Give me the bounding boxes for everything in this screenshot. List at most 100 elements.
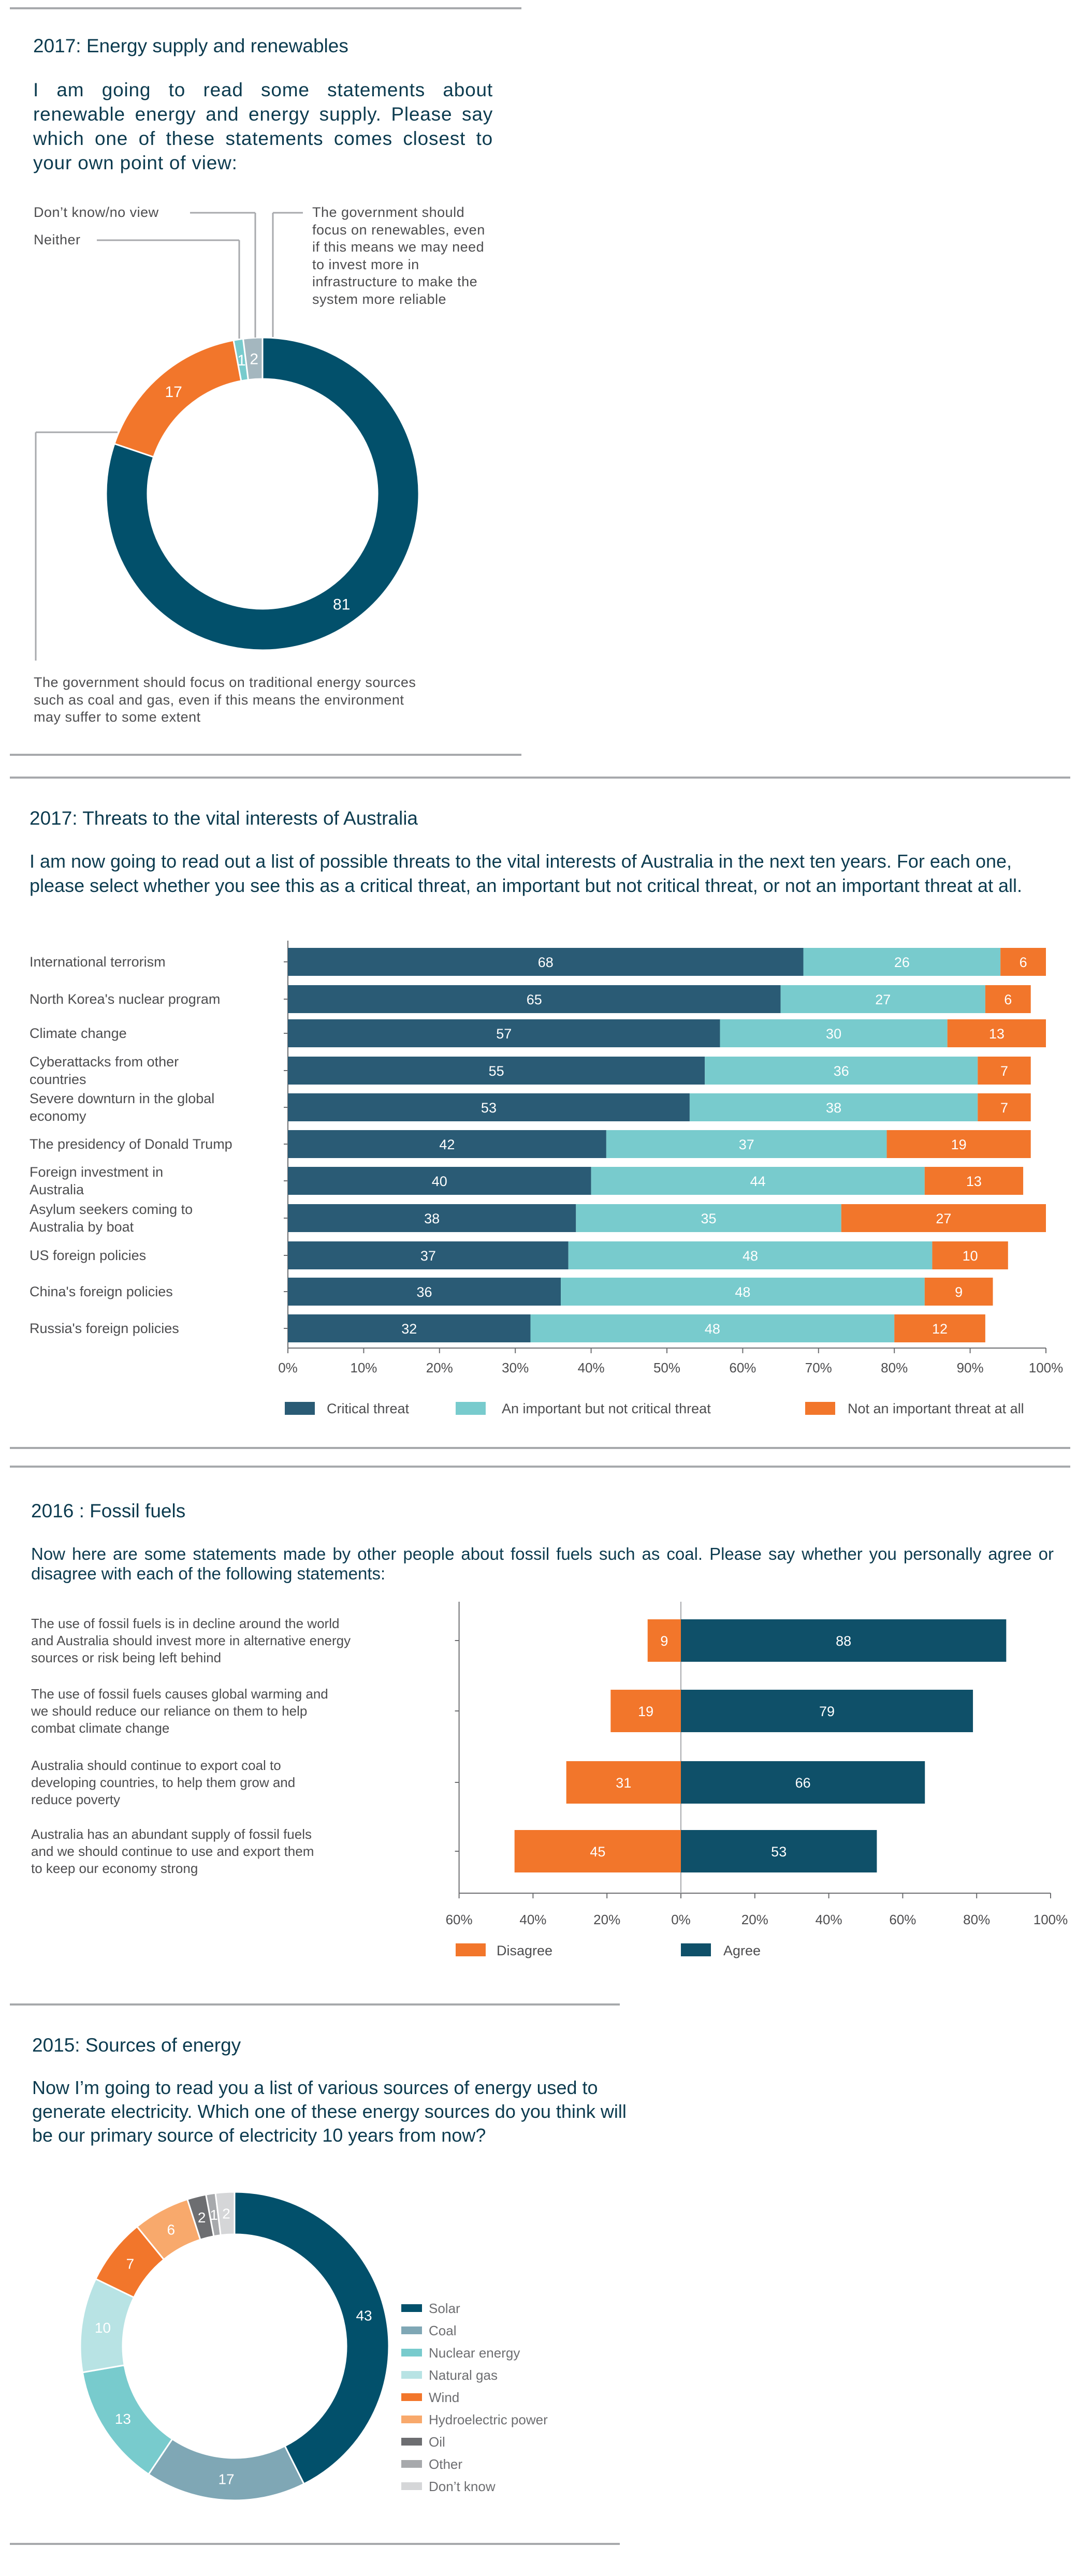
legend-label: Wind <box>429 2390 459 2405</box>
slice-value-label: 7 <box>126 2256 135 2272</box>
bar-value-label: 38 <box>826 1100 841 1116</box>
bar-segment <box>803 948 1001 976</box>
legend-label: Coal <box>429 2323 456 2338</box>
bar-segment <box>705 1057 978 1085</box>
bar-value-label: 7 <box>1000 1100 1008 1116</box>
category-label: The use of fossil fuels is in decline ar… <box>31 1616 351 1665</box>
bar-segment <box>288 1278 561 1306</box>
bar-value-label: 13 <box>989 1026 1005 1042</box>
bar-disagree <box>514 1830 681 1872</box>
category-label: Asylum seekers coming to Australia by boa… <box>30 1202 193 1235</box>
label-renewables: The government should focus on renewable… <box>312 204 485 307</box>
bar-segment <box>606 1130 887 1158</box>
bar-segment <box>288 1093 690 1121</box>
fossil-title: 2016 : Fossil fuels <box>31 1500 186 1521</box>
bar-value-label: 37 <box>739 1137 754 1152</box>
bar-value-label: 9 <box>660 1633 668 1649</box>
bar-segment <box>978 1093 1031 1121</box>
slice-value-label: 2 <box>198 2209 206 2226</box>
bar-value-label: 6 <box>1004 992 1012 1007</box>
bar-value-label: 48 <box>735 1284 750 1300</box>
bar-agree <box>681 1830 877 1872</box>
x-tick-label: 30% <box>502 1360 529 1375</box>
bar-segment <box>689 1093 978 1121</box>
bar-value-label: 45 <box>590 1844 605 1860</box>
legend-swatch <box>401 2371 422 2379</box>
legend-label: Don’t know <box>429 2479 496 2494</box>
bar-segment <box>985 985 1031 1013</box>
x-tick-label: 60% <box>446 1912 473 1927</box>
legend-label: An important but not critical threat <box>502 1401 711 1416</box>
bar-value-label: 48 <box>705 1321 720 1337</box>
bar-segment <box>561 1278 925 1306</box>
bar-value-label: 57 <box>496 1026 512 1042</box>
category-label: The presidency of Donald Trump <box>30 1136 232 1152</box>
category-label: Foreign investment in Australia <box>30 1164 163 1197</box>
bar-value-label: 48 <box>743 1248 758 1264</box>
legend-label: Other <box>429 2456 462 2472</box>
bar-value-label: 37 <box>420 1248 436 1264</box>
bar-value-label: 27 <box>875 992 891 1007</box>
bar-value-label: 26 <box>894 955 910 970</box>
bar-value-label: 79 <box>819 1704 835 1719</box>
bar-value-label: 32 <box>401 1321 417 1337</box>
donut-slice <box>242 336 264 381</box>
bar-segment <box>288 1314 531 1342</box>
legend-swatch <box>401 2326 422 2334</box>
category-label: Climate change <box>30 1026 127 1041</box>
bar-value-label: 36 <box>834 1063 849 1079</box>
donut-slice <box>147 2438 305 2501</box>
legend-label: Hydroelectric power <box>429 2412 548 2427</box>
x-tick-label: 40% <box>578 1360 605 1375</box>
legend-swatch <box>401 2416 422 2423</box>
bar-segment <box>288 1167 591 1195</box>
donut-slice <box>105 336 420 651</box>
x-tick-label: 100% <box>1034 1912 1068 1927</box>
section-divider <box>10 754 521 756</box>
bar-segment <box>288 1057 705 1085</box>
bar-value-label: 66 <box>795 1775 811 1791</box>
label-neither: Neither <box>34 232 81 247</box>
donut-slice <box>214 2191 236 2236</box>
x-tick-label: 100% <box>1029 1360 1064 1375</box>
bar-value-label: 27 <box>936 1211 951 1226</box>
bar-disagree <box>566 1761 681 1804</box>
legend-swatch <box>285 1402 315 1415</box>
legend-label: Nuclear energy <box>429 2345 520 2361</box>
x-tick-label: 0% <box>671 1912 691 1927</box>
x-tick-label: 40% <box>519 1912 546 1927</box>
category-label: Russia's foreign policies <box>30 1321 179 1336</box>
section-divider <box>10 2543 620 2545</box>
bar-segment <box>978 1057 1031 1085</box>
sources-title: 2015: Sources of energy <box>32 2035 241 2056</box>
legend-swatch <box>401 2460 422 2468</box>
category-label: International terrorism <box>30 954 166 970</box>
bar-disagree <box>647 1619 681 1662</box>
bar-value-label: 7 <box>1000 1063 1008 1079</box>
energy-supply-question: I am going to read some statements about… <box>33 79 493 173</box>
x-tick-label: 40% <box>816 1912 842 1927</box>
bar-segment <box>780 985 985 1013</box>
bar-segment <box>288 985 781 1013</box>
x-tick-label: 10% <box>350 1360 377 1375</box>
slice-value-label: 6 <box>167 2221 176 2237</box>
x-tick-label: 20% <box>741 1912 768 1927</box>
bar-segment <box>886 1130 1031 1158</box>
bar-value-label: 68 <box>538 955 554 970</box>
bar-segment <box>530 1314 895 1342</box>
bar-segment <box>288 948 804 976</box>
bar-value-label: 55 <box>489 1063 504 1079</box>
bar-segment <box>288 1019 720 1047</box>
bar-value-label: 38 <box>424 1211 440 1226</box>
sources-question: Now I’m going to read you a list of vari… <box>32 2077 627 2146</box>
bar-segment <box>841 1204 1046 1232</box>
slice-value-label: 17 <box>165 384 182 401</box>
legend-label: Natural gas <box>429 2367 498 2383</box>
bar-segment <box>288 1130 606 1158</box>
bar-segment <box>924 1278 993 1306</box>
legend-swatch <box>401 2482 422 2490</box>
bar-value-label: 53 <box>771 1844 787 1860</box>
legend-label: Oil <box>429 2434 445 2450</box>
x-tick-label: 80% <box>881 1360 908 1375</box>
